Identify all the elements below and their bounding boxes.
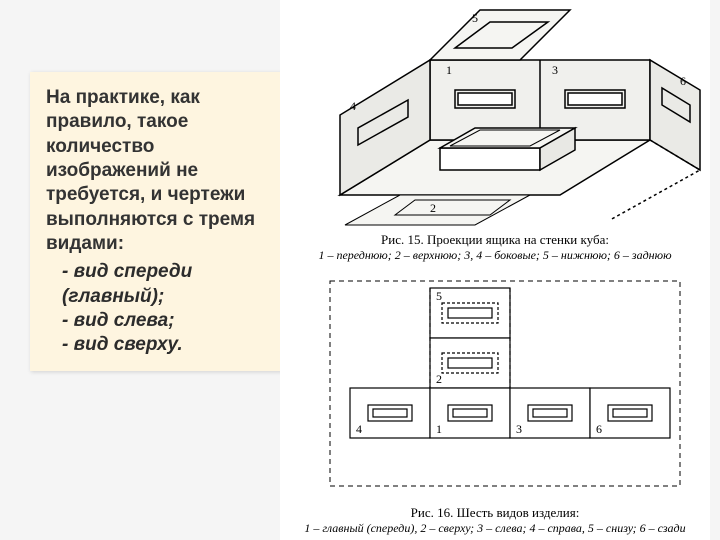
- view-list: - вид спереди (главный); - вид слева; - …: [46, 260, 266, 357]
- view-item: - вид слева;: [62, 309, 266, 333]
- fig15-legend: 1 – переднюю; 2 – верхнюю; 3, 4 – боковы…: [280, 248, 710, 263]
- fig15-label-6: 6: [680, 74, 686, 88]
- text-panel: На практике, как правило, такое количест…: [30, 72, 282, 371]
- fig15-label-5: 5: [472, 11, 478, 25]
- fig15-title: Рис. 15. Проекции ящика на стенки куба:: [280, 232, 710, 248]
- fig15-svg: 1 2 3 4 5 6: [280, 0, 710, 230]
- fig16-label-2: 2: [436, 372, 442, 386]
- fig16-label-5: 5: [436, 289, 442, 303]
- fig16-legend: 1 – главный (спереди), 2 – сверху; 3 – с…: [280, 521, 710, 536]
- fig15-label-3: 3: [552, 63, 558, 77]
- diagrams-container: 1 2 3 4 5 6 Рис. 15. Проекции ящика на с…: [280, 0, 710, 540]
- fig15-label-4: 4: [350, 99, 356, 113]
- fig16-title: Рис. 16. Шесть видов изделия:: [280, 505, 710, 521]
- paragraph: На практике, как правило, такое количест…: [46, 86, 266, 256]
- fig16-label-3: 3: [516, 422, 522, 436]
- fig16-label-1: 1: [436, 422, 442, 436]
- fig16-label-6: 6: [596, 422, 602, 436]
- fig15-label-1: 1: [446, 63, 452, 77]
- view-item: - вид сверху.: [62, 333, 266, 357]
- fig15-label-2: 2: [430, 201, 436, 215]
- view-item: - вид спереди (главный);: [62, 260, 266, 309]
- fig16-label-4: 4: [356, 422, 362, 436]
- fig16-svg: 5 1 2 3 4 6: [280, 263, 710, 503]
